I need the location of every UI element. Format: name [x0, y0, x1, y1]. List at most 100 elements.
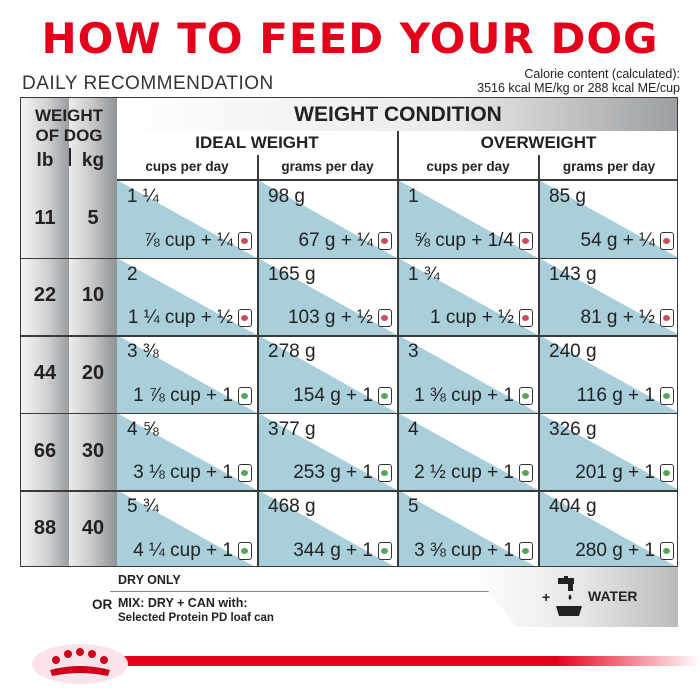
- legend-mix: MIX: DRY + CAN with:: [118, 596, 248, 610]
- feeding-cell: 1 ⅝ cup + 1/4: [398, 180, 538, 258]
- water-tap-bowl-icon: +: [542, 576, 582, 616]
- page-title: HOW TO FEED YOUR DOG: [41, 14, 659, 63]
- feeding-cell: 85 g 54 g + ¼: [539, 180, 677, 258]
- dry-only-amount: 3 ⅜: [127, 341, 159, 363]
- dry-only-amount: 5 ¾: [127, 496, 159, 518]
- feeding-cell: 2 1 ¼ cup + ½: [117, 257, 257, 336]
- dry-only-amount: 240 g: [549, 341, 597, 363]
- feeding-cell: 3 1 ⅜ cup + 1: [398, 335, 538, 413]
- mix-amount: 1 ⅜ cup + 1: [414, 384, 514, 406]
- daily-recommendation-label: DAILY RECOMMENDATION: [22, 73, 274, 94]
- dry-only-amount: 3: [408, 341, 419, 363]
- can-icon: [238, 386, 252, 405]
- can-icon: [378, 309, 392, 328]
- feeding-cell: 5 ¾ 4 ¼ cup + 1: [117, 490, 257, 566]
- overweight-header: OVERWEIGHT: [398, 131, 677, 155]
- mix-amount: 81 g + ½: [580, 307, 655, 329]
- unit-divider: [69, 148, 71, 166]
- can-icon: [238, 464, 252, 483]
- mix-amount: 103 g + ½: [287, 307, 373, 329]
- dry-only-amount: 98 g: [268, 186, 305, 207]
- dry-only-amount: 1 ¼: [127, 186, 159, 207]
- feeding-cell: 143 g 81 g + ½: [539, 257, 677, 336]
- can-icon: [378, 386, 392, 405]
- row-divider: [21, 335, 677, 337]
- dry-only-amount: 5: [408, 496, 419, 518]
- can-icon: [660, 541, 674, 560]
- feeding-cell: 278 g 154 g + 1: [258, 335, 397, 413]
- mix-amount: ⅞ cup + ¼: [143, 229, 233, 251]
- feeding-cell: 240 g 116 g + 1: [539, 335, 677, 413]
- weight-lb-value: 88: [33, 517, 57, 540]
- can-icon: [519, 309, 533, 328]
- weight-lb-value: 66: [33, 439, 57, 462]
- dry-only-amount: 165 g: [268, 263, 316, 285]
- can-icon: [660, 464, 674, 483]
- mix-amount: 2 ½ cup + 1: [414, 462, 514, 484]
- can-icon: [238, 541, 252, 560]
- feeding-cell: 326 g 201 g + 1: [539, 412, 677, 491]
- header-divider: [117, 179, 677, 181]
- mix-amount: 1 cup + ½: [430, 307, 514, 329]
- feeding-cell: 98 g 67 g + ¼: [258, 180, 397, 258]
- calorie-content: Calorie content (calculated): 3516 kcal …: [477, 67, 680, 95]
- weight-kg-value: 40: [81, 517, 105, 540]
- weight-kg-value: 20: [81, 362, 105, 384]
- weight-lb-value: 22: [33, 284, 57, 307]
- mix-amount: 344 g + 1: [293, 539, 373, 561]
- mix-amount: 154 g + 1: [293, 384, 373, 406]
- ideal-grams-header: grams per day: [258, 155, 397, 179]
- feeding-cell: 468 g 344 g + 1: [258, 490, 397, 566]
- weight-lb-value: 44: [33, 362, 57, 384]
- dry-only-amount: 2: [127, 263, 138, 285]
- kg-unit-label: kg: [81, 150, 105, 171]
- legend-product: Selected Protein PD loaf can: [118, 612, 274, 624]
- feeding-cell: 377 g 253 g + 1: [258, 412, 397, 491]
- can-icon: [238, 309, 252, 328]
- dry-only-amount: 404 g: [549, 496, 597, 518]
- mix-amount: 54 g + ¼: [580, 229, 655, 251]
- calorie-line-1: Calorie content (calculated):: [524, 67, 680, 81]
- dry-only-amount: 1: [408, 186, 419, 207]
- dry-only-amount: 1 ¾: [408, 263, 440, 285]
- dry-only-amount: 278 g: [268, 341, 316, 363]
- dry-only-amount: 4 ⅝: [127, 418, 159, 440]
- row-divider: [21, 412, 677, 415]
- calorie-line-2: 3516 kcal ME/kg or 288 kcal ME/cup: [477, 81, 680, 95]
- feeding-cell: 5 3 ⅜ cup + 1: [398, 490, 538, 566]
- mix-amount: 1 ⅞ cup + 1: [133, 384, 233, 406]
- column-divider: [257, 155, 259, 566]
- mix-amount: 253 g + 1: [293, 462, 373, 484]
- water-label: WATER: [588, 588, 638, 604]
- mix-amount: 4 ¼ cup + 1: [133, 539, 233, 561]
- mix-amount: 201 g + 1: [575, 462, 655, 484]
- mix-amount: 67 g + ¼: [298, 229, 373, 251]
- weight-kg-value: 10: [81, 284, 105, 307]
- brand-band: [120, 656, 700, 666]
- lb-unit-label: lb: [36, 150, 54, 171]
- row-divider: [21, 257, 677, 260]
- mix-amount: 3 ⅛ cup + 1: [133, 462, 233, 484]
- can-icon: [378, 231, 392, 250]
- ideal-weight-header: IDEAL WEIGHT: [117, 131, 397, 155]
- feeding-cell: 404 g 280 g + 1: [539, 490, 677, 566]
- water-plus: +: [542, 589, 550, 605]
- mix-amount: 116 g + 1: [576, 384, 655, 406]
- royal-canin-crown-logo: [32, 644, 128, 684]
- feeding-cell: 1 ¾ 1 cup + ½: [398, 257, 538, 336]
- mix-amount: 280 g + 1: [575, 539, 655, 561]
- weight-lb-value: 11: [34, 206, 56, 229]
- feeding-cell: 4 ⅝ 3 ⅛ cup + 1: [117, 412, 257, 491]
- column-divider: [538, 155, 540, 566]
- weight-kg-value: 30: [81, 439, 105, 462]
- dry-only-amount: 326 g: [549, 418, 597, 440]
- lb-column-bg: [21, 98, 69, 566]
- dry-only-amount: 85 g: [549, 186, 586, 207]
- weight-kg-value: 5: [87, 206, 99, 229]
- legend-or: OR: [92, 597, 113, 612]
- can-icon: [660, 386, 674, 405]
- can-icon: [519, 541, 533, 560]
- can-icon: [519, 464, 533, 483]
- legend-divider: [110, 591, 530, 592]
- feeding-table: WEIGHT OF DOG lb kg WEIGHT CONDITION IDE…: [20, 97, 678, 567]
